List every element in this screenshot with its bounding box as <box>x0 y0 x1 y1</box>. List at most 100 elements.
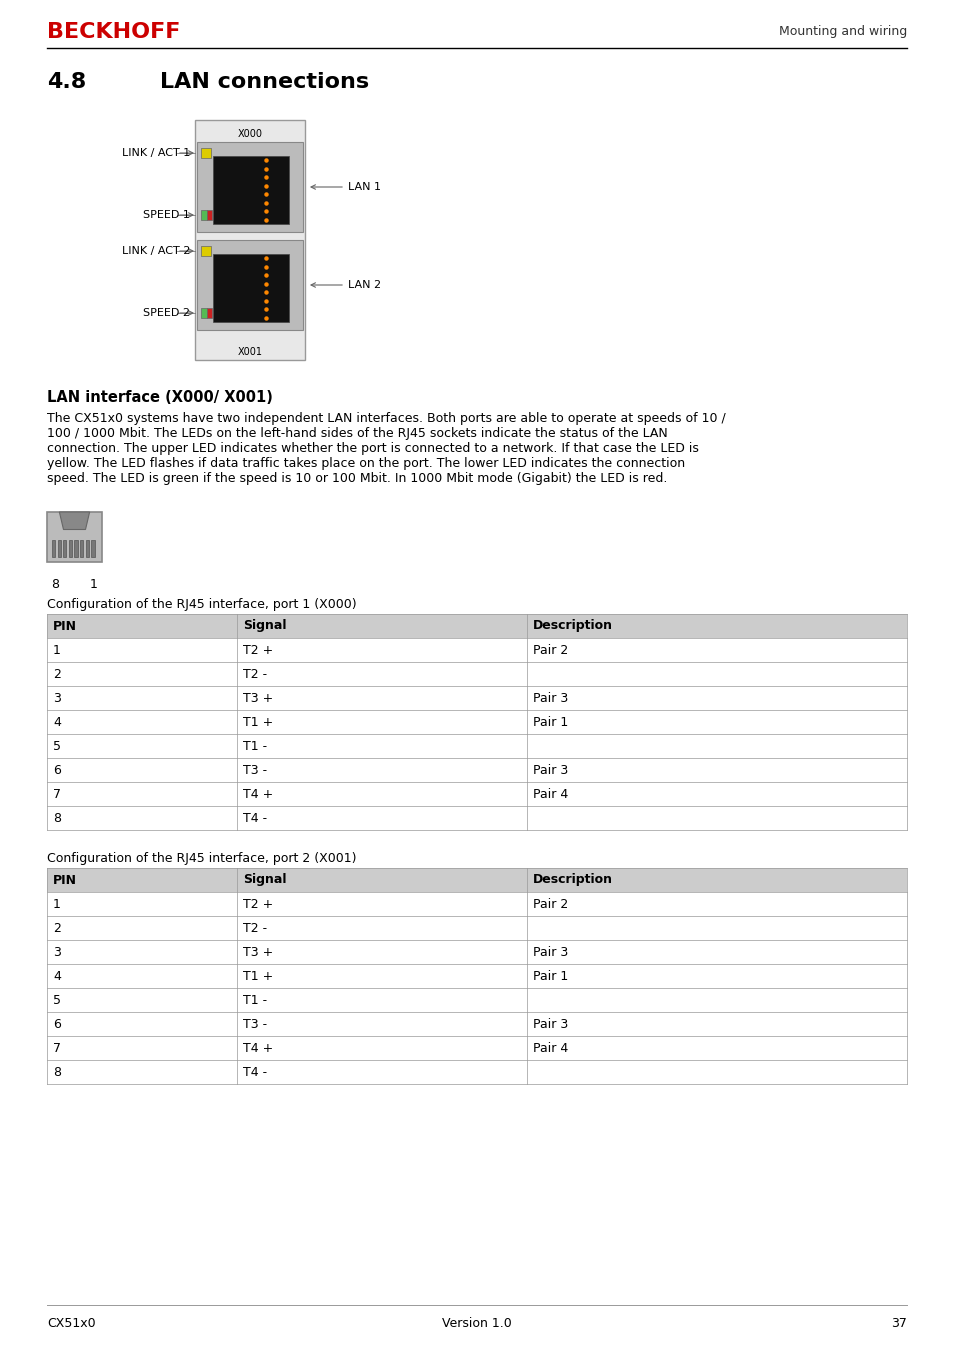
Text: T3 +: T3 + <box>243 691 273 705</box>
Text: connection. The upper LED indicates whether the port is connected to a network. : connection. The upper LED indicates whet… <box>47 441 699 455</box>
Bar <box>47 806 906 830</box>
Text: Pair 3: Pair 3 <box>533 764 568 776</box>
Text: T4 -: T4 - <box>243 1065 267 1079</box>
Bar <box>47 639 906 662</box>
Text: 8: 8 <box>53 1065 61 1079</box>
Text: LINK / ACT 1: LINK / ACT 1 <box>122 148 190 158</box>
Text: Pair 4: Pair 4 <box>533 1041 568 1054</box>
Text: Signal: Signal <box>243 620 286 633</box>
Text: T3 -: T3 - <box>243 1018 267 1030</box>
Bar <box>201 308 207 319</box>
Text: CX51x0: CX51x0 <box>47 1318 95 1330</box>
Text: T1 -: T1 - <box>243 740 267 752</box>
Text: 1: 1 <box>53 644 61 656</box>
Text: LINK / ACT 2: LINK / ACT 2 <box>121 246 190 256</box>
Text: 3: 3 <box>53 691 61 705</box>
Text: 5: 5 <box>53 740 61 752</box>
Bar <box>47 757 906 782</box>
Text: T3 +: T3 + <box>243 945 273 958</box>
Text: 7: 7 <box>53 1041 61 1054</box>
Text: 3: 3 <box>53 945 61 958</box>
Text: 2: 2 <box>53 667 61 680</box>
Text: 8: 8 <box>51 578 59 591</box>
Text: 4.8: 4.8 <box>47 72 86 92</box>
Text: 4: 4 <box>53 716 61 729</box>
Text: speed. The LED is green if the speed is 10 or 100 Mbit. In 1000 Mbit mode (Gigab: speed. The LED is green if the speed is … <box>47 472 667 485</box>
Text: Description: Description <box>533 873 613 887</box>
Text: 5: 5 <box>53 994 61 1007</box>
Bar <box>196 240 303 329</box>
Text: PIN: PIN <box>53 620 77 633</box>
Text: 1: 1 <box>53 898 61 910</box>
Text: SPEED 1: SPEED 1 <box>143 211 190 220</box>
Text: Description: Description <box>533 620 613 633</box>
Text: Pair 2: Pair 2 <box>533 644 568 656</box>
Bar <box>194 120 305 360</box>
Bar <box>57 540 61 558</box>
Text: Configuration of the RJ45 interface, port 2 (X001): Configuration of the RJ45 interface, por… <box>47 852 356 865</box>
Bar <box>69 540 71 558</box>
Text: T4 +: T4 + <box>243 1041 273 1054</box>
Text: T4 +: T4 + <box>243 787 273 801</box>
Bar <box>47 614 906 639</box>
Bar <box>213 254 289 323</box>
Text: X001: X001 <box>237 347 262 356</box>
Text: yellow. The LED flashes if data traffic takes place on the port. The lower LED i: yellow. The LED flashes if data traffic … <box>47 458 684 470</box>
Bar <box>213 157 289 224</box>
Text: Pair 3: Pair 3 <box>533 691 568 705</box>
Bar <box>47 964 906 988</box>
Text: Signal: Signal <box>243 873 286 887</box>
Text: BECKHOFF: BECKHOFF <box>47 22 180 42</box>
Bar <box>47 1012 906 1035</box>
Text: 2: 2 <box>53 922 61 934</box>
Bar <box>63 540 67 558</box>
Text: LAN connections: LAN connections <box>160 72 369 92</box>
Bar <box>47 940 906 964</box>
Text: 7: 7 <box>53 787 61 801</box>
Text: T1 +: T1 + <box>243 969 273 983</box>
Text: PIN: PIN <box>53 873 77 887</box>
Bar <box>47 892 906 917</box>
Bar <box>201 148 211 158</box>
Bar <box>80 540 83 558</box>
Bar <box>74 540 77 558</box>
Text: T2 -: T2 - <box>243 922 267 934</box>
Text: T4 -: T4 - <box>243 811 267 825</box>
Text: 100 / 1000 Mbit. The LEDs on the left-hand sides of the RJ45 sockets indicate th: 100 / 1000 Mbit. The LEDs on the left-ha… <box>47 427 667 440</box>
Bar <box>47 512 102 562</box>
Text: 37: 37 <box>890 1318 906 1330</box>
Text: Pair 1: Pair 1 <box>533 969 568 983</box>
Text: 8: 8 <box>53 811 61 825</box>
Bar <box>47 988 906 1012</box>
Polygon shape <box>59 512 90 529</box>
Text: Pair 3: Pair 3 <box>533 1018 568 1030</box>
Bar <box>47 917 906 940</box>
Text: LAN 1: LAN 1 <box>348 182 380 192</box>
Bar <box>47 782 906 806</box>
Text: T2 +: T2 + <box>243 644 273 656</box>
Bar <box>86 540 89 558</box>
Text: T2 +: T2 + <box>243 898 273 910</box>
Text: Configuration of the RJ45 interface, port 1 (X000): Configuration of the RJ45 interface, por… <box>47 598 356 612</box>
Text: Mounting and wiring: Mounting and wiring <box>778 26 906 39</box>
Bar <box>51 540 55 558</box>
Text: Pair 1: Pair 1 <box>533 716 568 729</box>
Bar <box>91 540 94 558</box>
Bar <box>47 710 906 734</box>
Bar <box>47 1060 906 1084</box>
Bar <box>47 1035 906 1060</box>
Bar <box>196 142 303 232</box>
Text: T2 -: T2 - <box>243 667 267 680</box>
Text: T3 -: T3 - <box>243 764 267 776</box>
Text: The CX51x0 systems have two independent LAN interfaces. Both ports are able to o: The CX51x0 systems have two independent … <box>47 412 725 425</box>
Text: Pair 3: Pair 3 <box>533 945 568 958</box>
Text: T1 +: T1 + <box>243 716 273 729</box>
Bar <box>47 686 906 710</box>
Text: 4: 4 <box>53 969 61 983</box>
Text: X000: X000 <box>237 130 262 139</box>
Text: Version 1.0: Version 1.0 <box>441 1318 512 1330</box>
Bar <box>47 662 906 686</box>
Text: Pair 2: Pair 2 <box>533 898 568 910</box>
Bar <box>207 211 212 220</box>
Bar <box>47 734 906 757</box>
